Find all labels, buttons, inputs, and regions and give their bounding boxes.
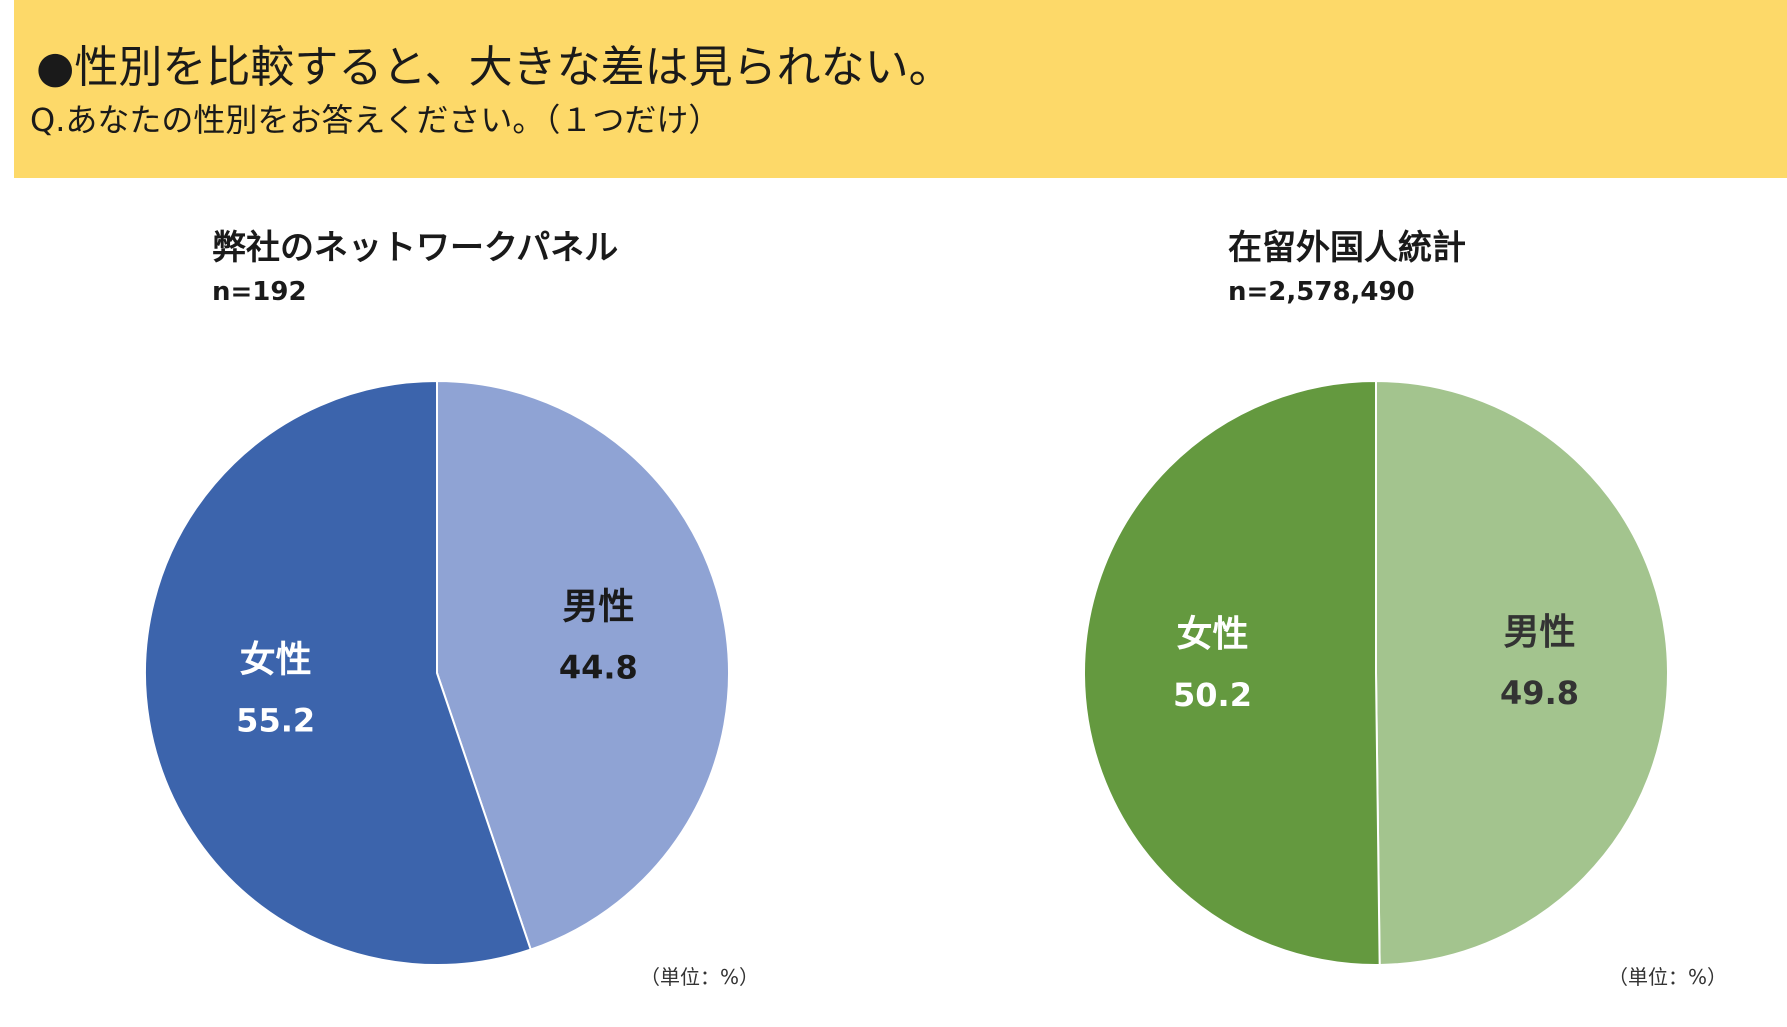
slice-value-label-statistics-1: 50.2 (1173, 676, 1252, 714)
unit-label-statistics: （単位：%） (1608, 965, 1728, 989)
unit-label-panel: （単位：%） (640, 965, 760, 989)
chart-title-panel: 弊社のネットワークパネル (212, 228, 619, 268)
sample-size-panel: n=192 (212, 277, 307, 307)
slice-value-label-panel-0: 44.8 (559, 648, 638, 686)
slice-category-label-panel-1: 女性 (240, 640, 312, 681)
slice-category-label-statistics-1: 女性 (1176, 614, 1248, 655)
pie-slice-statistics-0 (1375, 379, 1669, 966)
pie-slice-panel-0 (436, 379, 730, 951)
slice-category-label-statistics-0: 男性 (1504, 612, 1576, 653)
chart-title-statistics: 在留外国人統計 (1228, 228, 1466, 268)
page-headline: ●性別を比較すると、大きな差は見られない。 (36, 42, 953, 93)
survey-question: Q.あなたの性別をお答えください。（１つだけ） (30, 101, 721, 139)
pie-slice-statistics-1 (1083, 379, 1381, 966)
slice-value-label-panel-1: 55.2 (236, 702, 315, 740)
header-banner (14, 0, 1787, 178)
slice-category-label-panel-0: 男性 (562, 586, 634, 627)
slice-value-label-statistics-0: 49.8 (1500, 674, 1579, 712)
sample-size-statistics: n=2,578,490 (1228, 277, 1415, 307)
pie-slice-panel-1 (144, 379, 532, 966)
